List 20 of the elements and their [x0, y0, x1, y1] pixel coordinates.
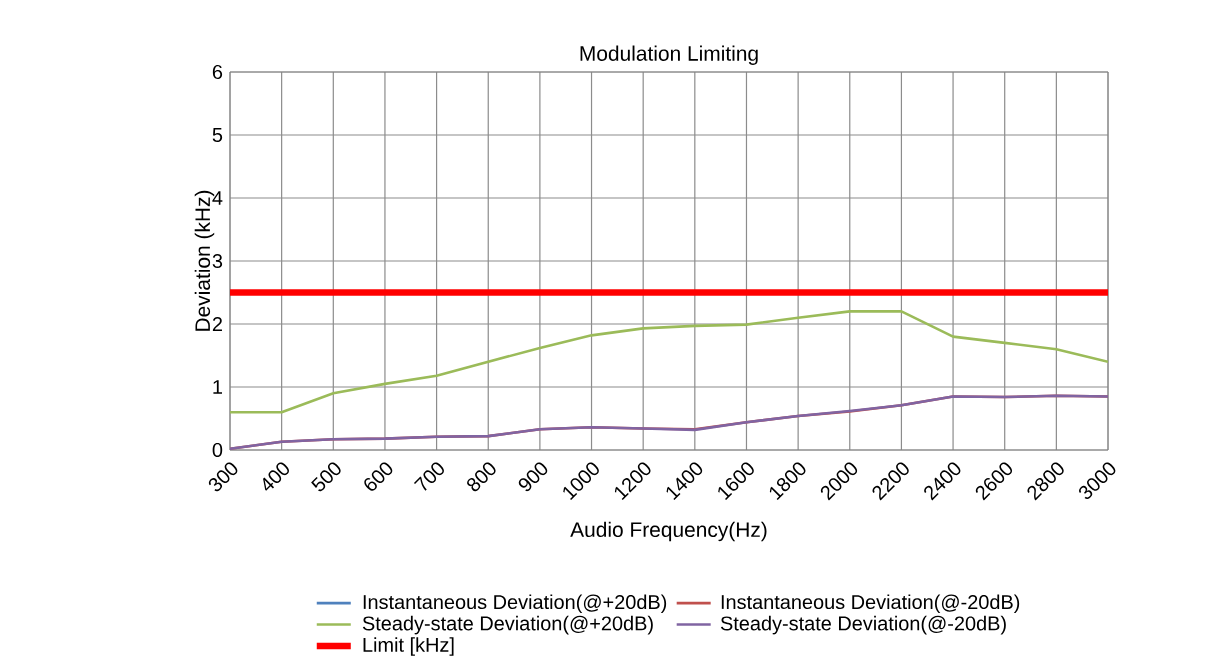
x-tick-label: 400	[263, 462, 289, 491]
x-tick-label: 500	[311, 462, 341, 492]
y-tick-label: 5	[212, 128, 223, 142]
x-tick-label: 900	[518, 462, 548, 492]
x-tick-label: 800	[467, 462, 496, 492]
legend-label: Steady-state Deviation(@-20dB)	[720, 615, 1006, 635]
y-tick-label: 0	[212, 442, 223, 458]
x-axis-title: Audio Frequency(Hz)	[570, 521, 767, 542]
x-tick-label: 700	[413, 462, 444, 491]
legend-label: Instantaneous Deviation(@-20dB)	[721, 594, 1020, 614]
chart-title: Modulation Limiting	[580, 45, 758, 66]
y-tick-label: 6	[212, 64, 223, 80]
x-tick-label: 300	[208, 462, 238, 492]
y-tick-label: 3	[212, 253, 223, 269]
legend-label: Steady-state Deviation(@+20dB)	[362, 615, 653, 635]
legend-label: Instantaneous Deviation(@+20dB)	[363, 594, 667, 614]
y-tick-label: 2	[212, 317, 222, 331]
y-tick-label: 1	[213, 380, 223, 394]
x-tick-label: 600	[364, 462, 393, 491]
legend-label: Limit [kHz]	[363, 637, 454, 656]
